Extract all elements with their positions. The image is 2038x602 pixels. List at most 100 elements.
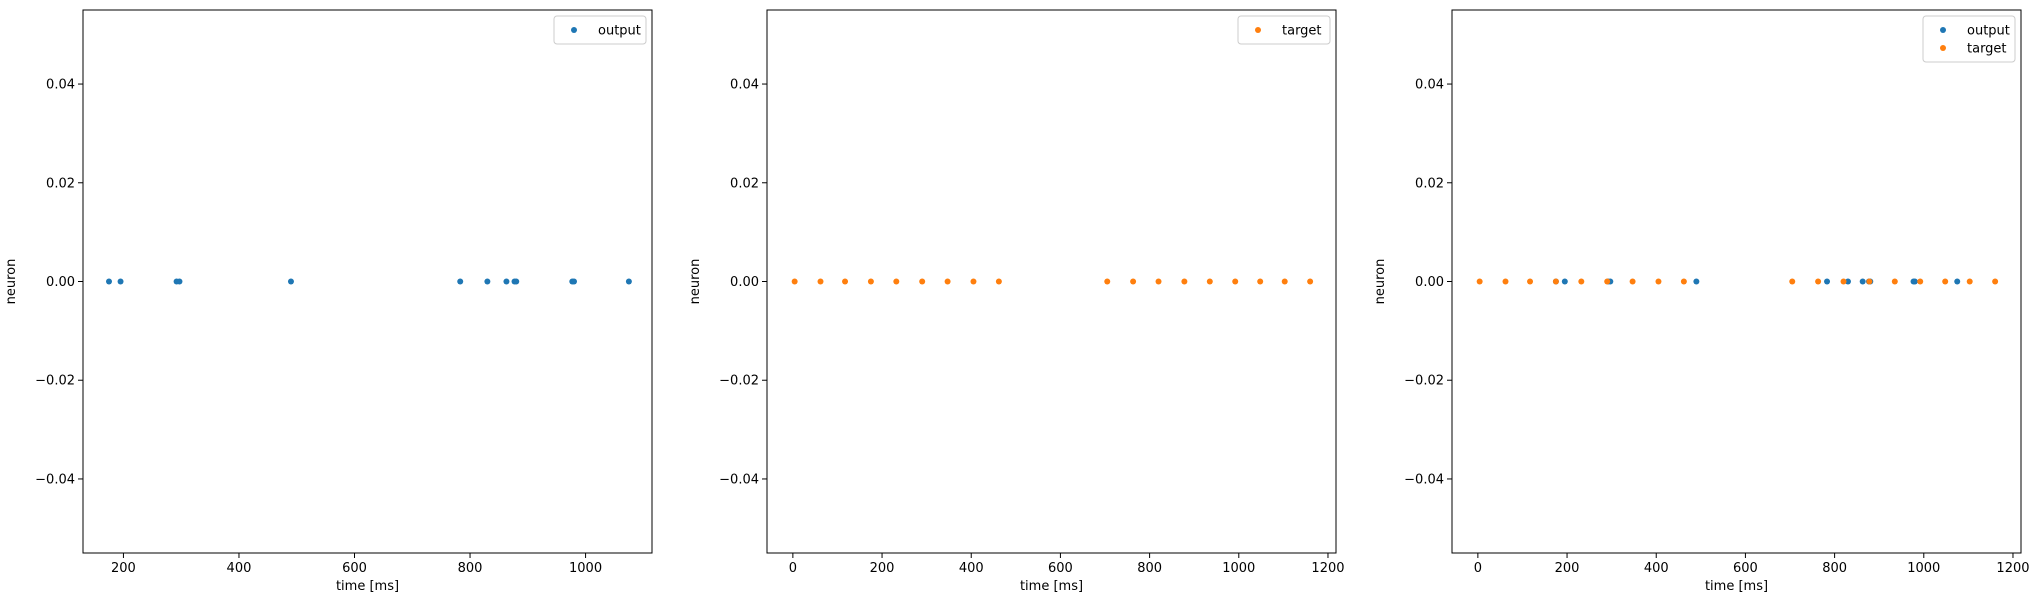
- data-point-output: [513, 278, 520, 285]
- y-axis-label: neuron: [1373, 259, 1388, 305]
- legend: output: [553, 15, 647, 45]
- data-point-output: [1859, 278, 1866, 285]
- x-tick-label: 1200: [1311, 561, 1344, 576]
- data-point-target: [1917, 278, 1924, 285]
- y-tick-label: −0.04: [35, 472, 75, 487]
- chart-panel-2: 0 200 400 600 800 1000 1200 −0.04 −0.02 0.00 0.02 0…: [688, 9, 1345, 594]
- data-point-target: [791, 278, 798, 285]
- data-point-output: [105, 278, 112, 285]
- x-tick-label: 600: [342, 561, 367, 576]
- data-point-target: [1789, 278, 1796, 285]
- data-point-target: [1232, 278, 1239, 285]
- data-point-target: [995, 278, 1002, 285]
- legend-label: output: [598, 24, 641, 39]
- x-tick-label: 1000: [569, 561, 602, 576]
- x-tick-label: 200: [111, 561, 136, 576]
- data-point-output: [176, 278, 183, 285]
- x-tick-label: 400: [959, 561, 984, 576]
- data-point-output: [457, 278, 464, 285]
- y-tick-label: −0.04: [719, 472, 759, 487]
- x-tick-label: 800: [1137, 561, 1162, 576]
- data-point-target: [1104, 278, 1111, 285]
- data-point-target: [1604, 278, 1611, 285]
- data-point-target: [1578, 278, 1585, 285]
- chart-panel-1: 200 400 600 800 1000 −0.04 −0.02 0.00 0.02 0.04 ti…: [4, 9, 653, 594]
- data-point-target: [1281, 278, 1288, 285]
- data-point-output: [1954, 278, 1961, 285]
- data-point-output: [1561, 278, 1568, 285]
- legend-marker: [1940, 27, 1946, 33]
- y-tick-label: 0.00: [730, 275, 759, 290]
- data-point-target: [1866, 278, 1873, 285]
- x-tick-label: 0: [1474, 561, 1482, 576]
- legend: output target: [1922, 15, 2016, 63]
- legend-label: target: [1282, 24, 1322, 39]
- data-point-target: [1629, 278, 1636, 285]
- legend-marker: [1940, 45, 1946, 51]
- data-point-target: [970, 278, 977, 285]
- y-axis-label: neuron: [4, 259, 19, 305]
- y-tick-label: −0.02: [1404, 374, 1444, 389]
- data-point-target: [1130, 278, 1137, 285]
- data-point-target: [817, 278, 824, 285]
- y-tick-label: −0.04: [1404, 472, 1444, 487]
- legend-marker: [1255, 27, 1261, 33]
- legend-marker: [571, 27, 577, 33]
- data-point-target: [1307, 278, 1314, 285]
- legend-box: [1237, 15, 1331, 45]
- data-point-output: [1911, 278, 1918, 285]
- data-point-output: [117, 278, 124, 285]
- y-tick-label: −0.02: [35, 374, 75, 389]
- data-point-output: [1844, 278, 1851, 285]
- data-point-target: [944, 278, 951, 285]
- data-point-output: [625, 278, 632, 285]
- x-tick-label: 600: [1048, 561, 1073, 576]
- data-point-output: [1824, 278, 1831, 285]
- x-tick-label: 1000: [1907, 561, 1940, 576]
- data-point-target: [1155, 278, 1162, 285]
- data-point-target: [1992, 278, 1999, 285]
- y-axis-label: neuron: [688, 259, 703, 305]
- y-tick-label: 0.04: [730, 78, 759, 93]
- y-tick-label: 0.02: [1415, 176, 1444, 191]
- data-point-target: [1655, 278, 1662, 285]
- data-point-target: [1206, 278, 1213, 285]
- data-point-output: [1693, 278, 1700, 285]
- chart-panel-3: 0 200 400 600 800 1000 1200 −0.04 −0.02 0.00 0.02 0…: [1373, 9, 2030, 594]
- data-point-target: [919, 278, 926, 285]
- data-point-output: [503, 278, 510, 285]
- data-point-target: [1552, 278, 1559, 285]
- legend: target: [1237, 15, 1331, 45]
- data-point-output: [287, 278, 294, 285]
- x-axis-label: time [ms]: [1020, 579, 1083, 594]
- data-point-output: [484, 278, 491, 285]
- data-point-target: [1891, 278, 1898, 285]
- axes-frame: [82, 9, 653, 554]
- y-tick-label: 0.02: [730, 176, 759, 191]
- x-axis-label: time [ms]: [336, 579, 399, 594]
- data-point-target: [1680, 278, 1687, 285]
- x-tick-label: 600: [1733, 561, 1758, 576]
- x-tick-label: 400: [1644, 561, 1669, 576]
- data-point-target: [1942, 278, 1949, 285]
- data-point-target: [1966, 278, 1973, 285]
- data-point-target: [1181, 278, 1188, 285]
- data-point-target: [1527, 278, 1534, 285]
- x-tick-label: 400: [227, 561, 252, 576]
- data-point-output: [571, 278, 578, 285]
- x-tick-label: 800: [1822, 561, 1847, 576]
- x-tick-label: 200: [870, 561, 895, 576]
- x-tick-label: 1200: [1996, 561, 2029, 576]
- y-tick-label: 0.00: [46, 275, 75, 290]
- data-point-target: [1815, 278, 1822, 285]
- y-tick-label: 0.04: [1415, 78, 1444, 93]
- y-tick-label: 0.04: [46, 78, 75, 93]
- legend-label: target: [1967, 42, 2007, 57]
- x-tick-label: 1000: [1222, 561, 1255, 576]
- data-point-target: [1257, 278, 1264, 285]
- legend-box: [1922, 15, 2016, 63]
- data-point-target: [867, 278, 874, 285]
- data-point-target: [893, 278, 900, 285]
- axes-frame: [1451, 9, 2022, 554]
